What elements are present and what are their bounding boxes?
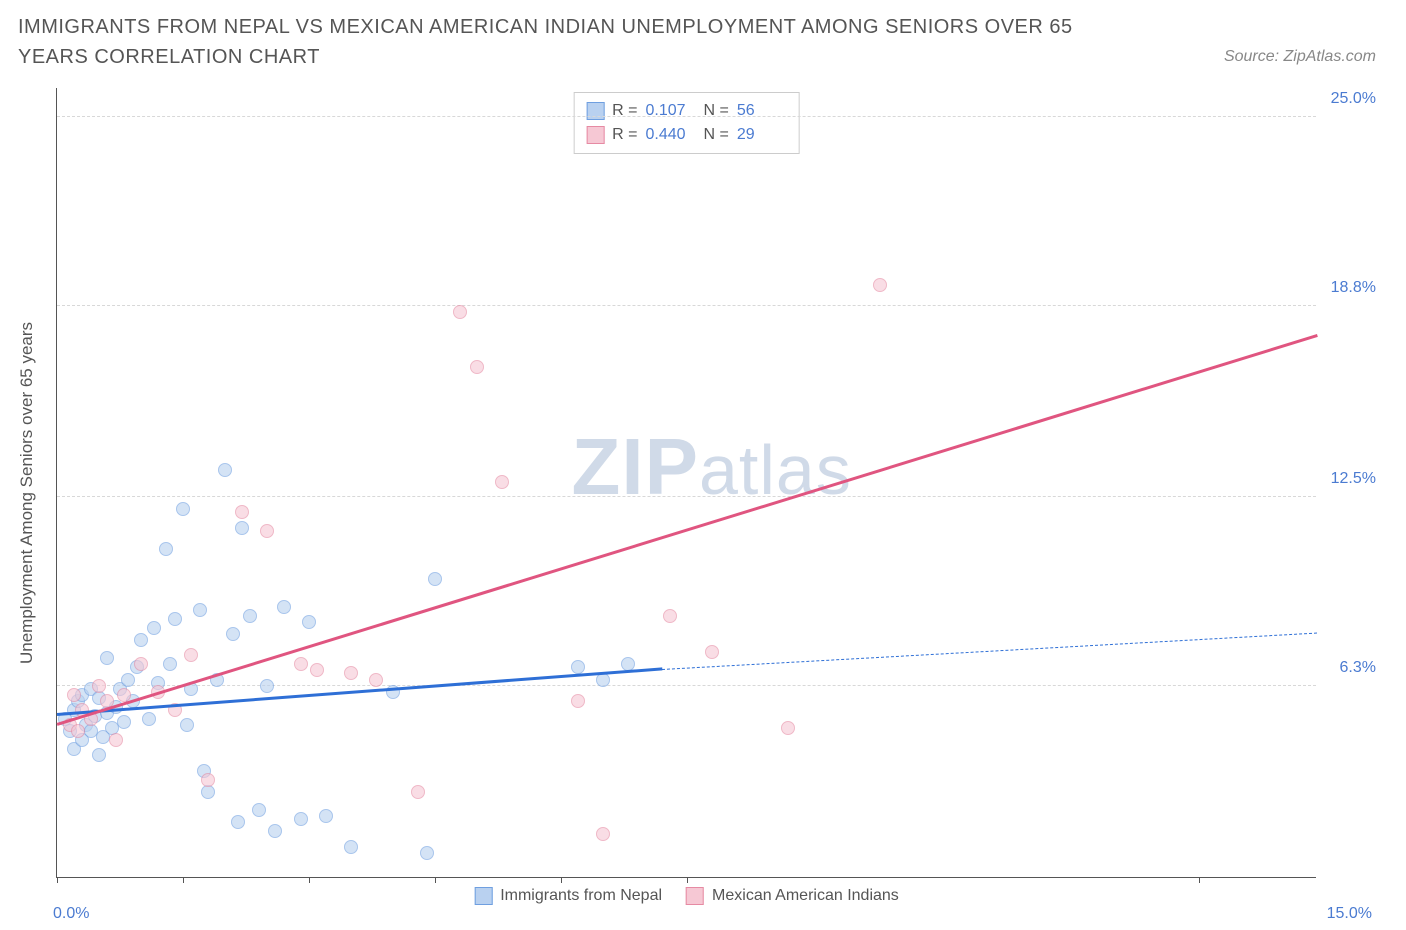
x-tick [309,877,310,883]
scatter-point [428,572,442,586]
scatter-point [420,846,434,860]
gridline [57,305,1316,306]
trend-line [57,668,662,716]
y-tick-label: 25.0% [1331,90,1376,108]
scatter-point [235,521,249,535]
y-tick-label: 12.5% [1331,470,1376,488]
scatter-point [277,600,291,614]
scatter-point [252,803,266,817]
scatter-point [453,305,467,319]
scatter-point [176,502,190,516]
scatter-point [159,542,173,556]
scatter-point [319,809,333,823]
scatter-point [67,688,81,702]
scatter-point [294,657,308,671]
scatter-point [268,824,282,838]
x-min-label: 0.0% [53,905,89,923]
scatter-point [571,694,585,708]
chart-title: IMMIGRANTS FROM NEPAL VS MEXICAN AMERICA… [18,12,1118,72]
scatter-point [71,724,85,738]
scatter-point [470,360,484,374]
gridline [57,116,1316,117]
n-label: N = [704,123,729,147]
scatter-point [873,278,887,292]
x-max-label: 15.0% [1327,905,1372,923]
scatter-point [134,657,148,671]
scatter-point [596,827,610,841]
x-tick [183,877,184,883]
y-tick-label: 6.3% [1340,659,1376,677]
x-tick [687,877,688,883]
stats-legend: R = 0.107 N = 56 R = 0.440 N = 29 [573,92,800,154]
plot-area: Unemployment Among Seniors over 65 years… [56,88,1316,878]
watermark: ZIPatlas [572,421,852,513]
scatter-point [92,679,106,693]
scatter-point [142,712,156,726]
scatter-point [109,733,123,747]
scatter-point [147,621,161,635]
scatter-point [663,609,677,623]
scatter-point [243,609,257,623]
scatter-point [344,840,358,854]
scatter-point [92,748,106,762]
scatter-point [781,721,795,735]
scatter-point [201,785,215,799]
legend-label: Mexican American Indians [712,887,899,905]
legend-swatch [474,887,492,905]
y-axis-label: Unemployment Among Seniors over 65 years [17,321,37,663]
scatter-point [134,633,148,647]
x-tick [1199,877,1200,883]
scatter-point [163,657,177,671]
gridline [57,496,1316,497]
y-tick-label: 18.8% [1331,279,1376,297]
scatter-point [235,505,249,519]
bottom-legend: Immigrants from Nepal Mexican American In… [474,887,899,905]
scatter-point [495,475,509,489]
scatter-point [117,715,131,729]
legend-swatch [586,126,604,144]
r-label: R = [612,99,637,123]
scatter-point [231,815,245,829]
scatter-point [302,615,316,629]
scatter-point [369,673,383,687]
scatter-point [260,679,274,693]
scatter-point [344,666,358,680]
scatter-point [168,612,182,626]
x-tick [57,877,58,883]
scatter-point [571,660,585,674]
scatter-point [100,651,114,665]
legend-label: Immigrants from Nepal [500,887,662,905]
watermark-zip: ZIP [572,422,699,511]
scatter-point [184,648,198,662]
x-tick [435,877,436,883]
legend-swatch [686,887,704,905]
trend-line [662,633,1317,670]
stats-legend-row: R = 0.440 N = 29 [586,123,787,147]
stats-legend-row: R = 0.107 N = 56 [586,99,787,123]
scatter-point [193,603,207,617]
legend-item: Mexican American Indians [686,887,899,905]
scatter-point [260,524,274,538]
x-tick [561,877,562,883]
legend-item: Immigrants from Nepal [474,887,662,905]
scatter-point [201,773,215,787]
gridline [57,685,1316,686]
scatter-point [310,663,324,677]
scatter-point [218,463,232,477]
r-value: 0.440 [646,123,696,147]
source-attribution: Source: ZipAtlas.com [1224,48,1376,66]
n-label: N = [704,99,729,123]
scatter-point [411,785,425,799]
n-value: 56 [737,99,787,123]
r-value: 0.107 [646,99,696,123]
scatter-point [294,812,308,826]
chart-container: Unemployment Among Seniors over 65 years… [56,88,1376,878]
scatter-point [226,627,240,641]
scatter-point [705,645,719,659]
r-label: R = [612,123,637,147]
n-value: 29 [737,123,787,147]
scatter-point [121,673,135,687]
scatter-point [180,718,194,732]
